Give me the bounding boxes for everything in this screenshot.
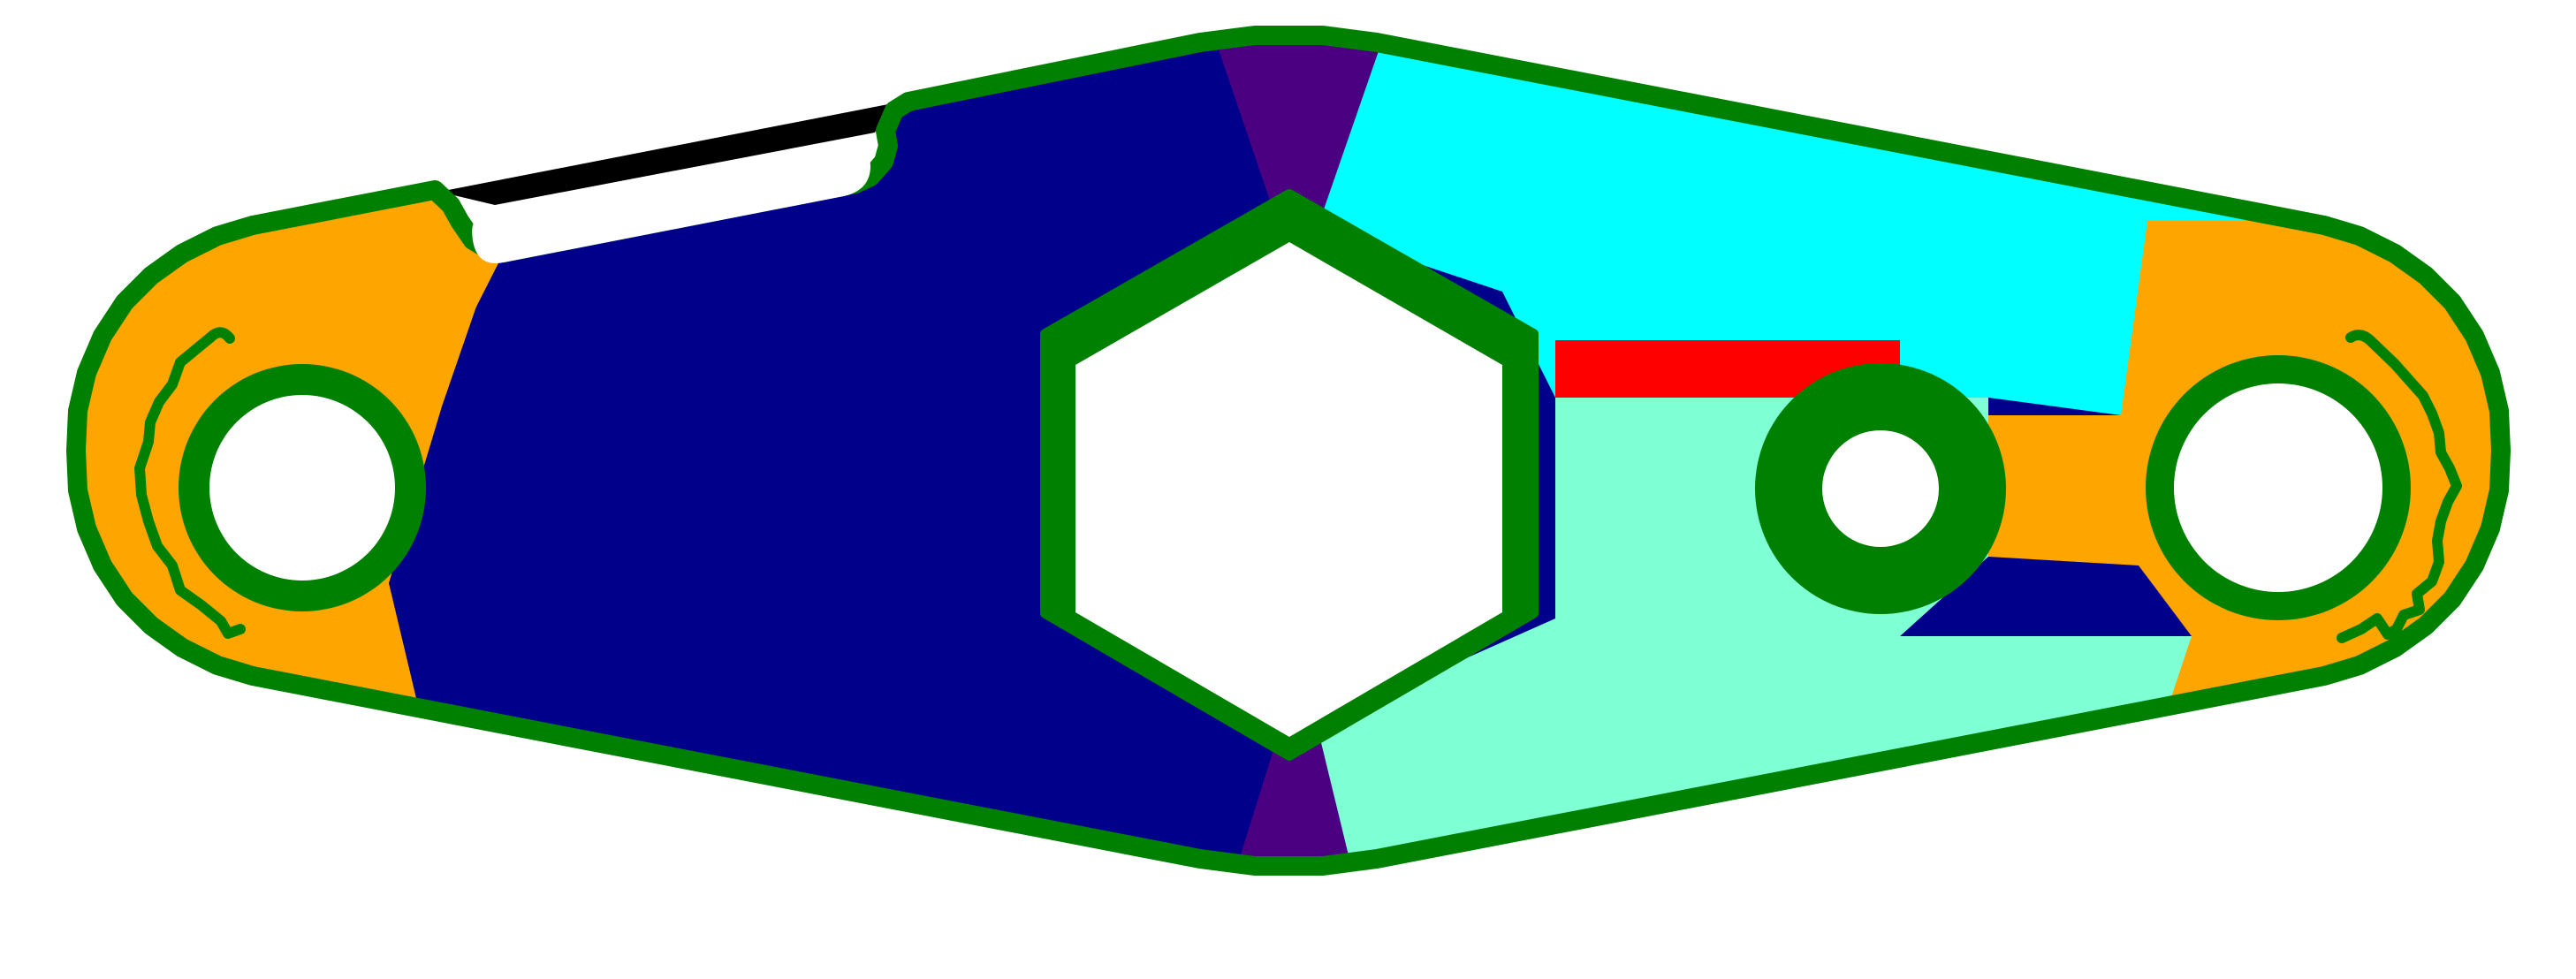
- right-bore: [2146, 330, 2462, 643]
- slot-shadow: [439, 104, 888, 205]
- right-notches: [2337, 330, 2462, 643]
- seam-bottom-region: [1202, 725, 1379, 866]
- seam-top-region: [1202, 35, 1396, 247]
- center-hex-hole: [1075, 242, 1502, 737]
- slot-cutout: [472, 148, 870, 263]
- small-bore: [1755, 363, 2006, 614]
- center-bore: [1040, 189, 1539, 761]
- right-blue-region: [1900, 557, 2192, 636]
- left-notch-ring-inner: [184, 369, 421, 606]
- left-notches: [134, 327, 246, 639]
- small-bore-hole: [1822, 430, 1939, 547]
- right-bore-hole: [2174, 383, 2382, 592]
- left-bore-hole: [209, 395, 395, 581]
- left-bore: [134, 327, 426, 639]
